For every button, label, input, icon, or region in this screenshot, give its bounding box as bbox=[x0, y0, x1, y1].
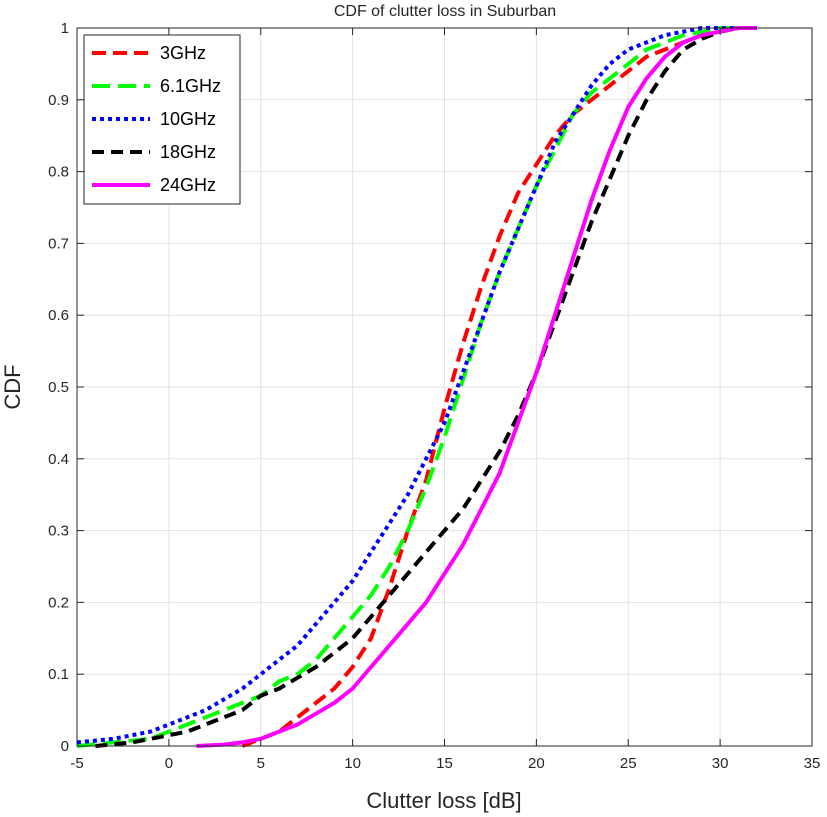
axis-ticks: -5 0 5 10 15 20 25 30 3500.10.20.30.40.50.60.70.… bbox=[48, 20, 820, 772]
x-tick-label: -5 bbox=[70, 755, 83, 772]
legend-label: 10GHz bbox=[160, 109, 216, 129]
series-line-3ghz bbox=[241, 26, 757, 748]
x-tick-label: 5 bbox=[257, 755, 265, 772]
legend-label: 24GHz bbox=[160, 175, 216, 195]
x-axis-title: Clutter loss [dB] bbox=[366, 788, 521, 813]
y-tick-label: 0 bbox=[61, 738, 69, 755]
y-tick-label: 0.8 bbox=[48, 164, 69, 181]
series-line-6-1ghz bbox=[76, 26, 757, 748]
y-tick-label: 1 bbox=[61, 20, 69, 37]
legend-label: 6.1GHz bbox=[160, 76, 221, 96]
y-tick-label: 0.6 bbox=[48, 307, 69, 324]
chart-title: CDF of clutter loss in Suburban bbox=[334, 3, 556, 20]
y-tick-label: 0.2 bbox=[48, 594, 69, 611]
series-line-24ghz bbox=[196, 26, 757, 748]
series-lines bbox=[76, 26, 757, 748]
y-tick-label: 0.3 bbox=[48, 523, 69, 540]
y-tick-label: 0.4 bbox=[48, 451, 69, 468]
legend-label: 3GHz bbox=[160, 43, 206, 63]
x-tick-label: 15 bbox=[436, 755, 453, 772]
x-tick-label: 0 bbox=[165, 755, 173, 772]
y-tick-label: 0.7 bbox=[48, 235, 69, 252]
grid-lines bbox=[76, 27, 813, 747]
x-tick-label: 35 bbox=[804, 755, 821, 772]
y-tick-label: 0.1 bbox=[48, 666, 69, 683]
y-axis-title: CDF bbox=[0, 364, 25, 409]
y-tick-label: 0.9 bbox=[48, 92, 69, 109]
x-tick-label: 10 bbox=[344, 755, 361, 772]
x-tick-label: 25 bbox=[620, 755, 637, 772]
x-tick-label: 30 bbox=[712, 755, 729, 772]
x-tick-label: 20 bbox=[528, 755, 545, 772]
legend-label: 18GHz bbox=[160, 142, 216, 162]
y-tick-label: 0.5 bbox=[48, 379, 69, 396]
legend: 3GHz 6.1GHz 10GHz 18GHz 24GHz bbox=[83, 34, 241, 205]
